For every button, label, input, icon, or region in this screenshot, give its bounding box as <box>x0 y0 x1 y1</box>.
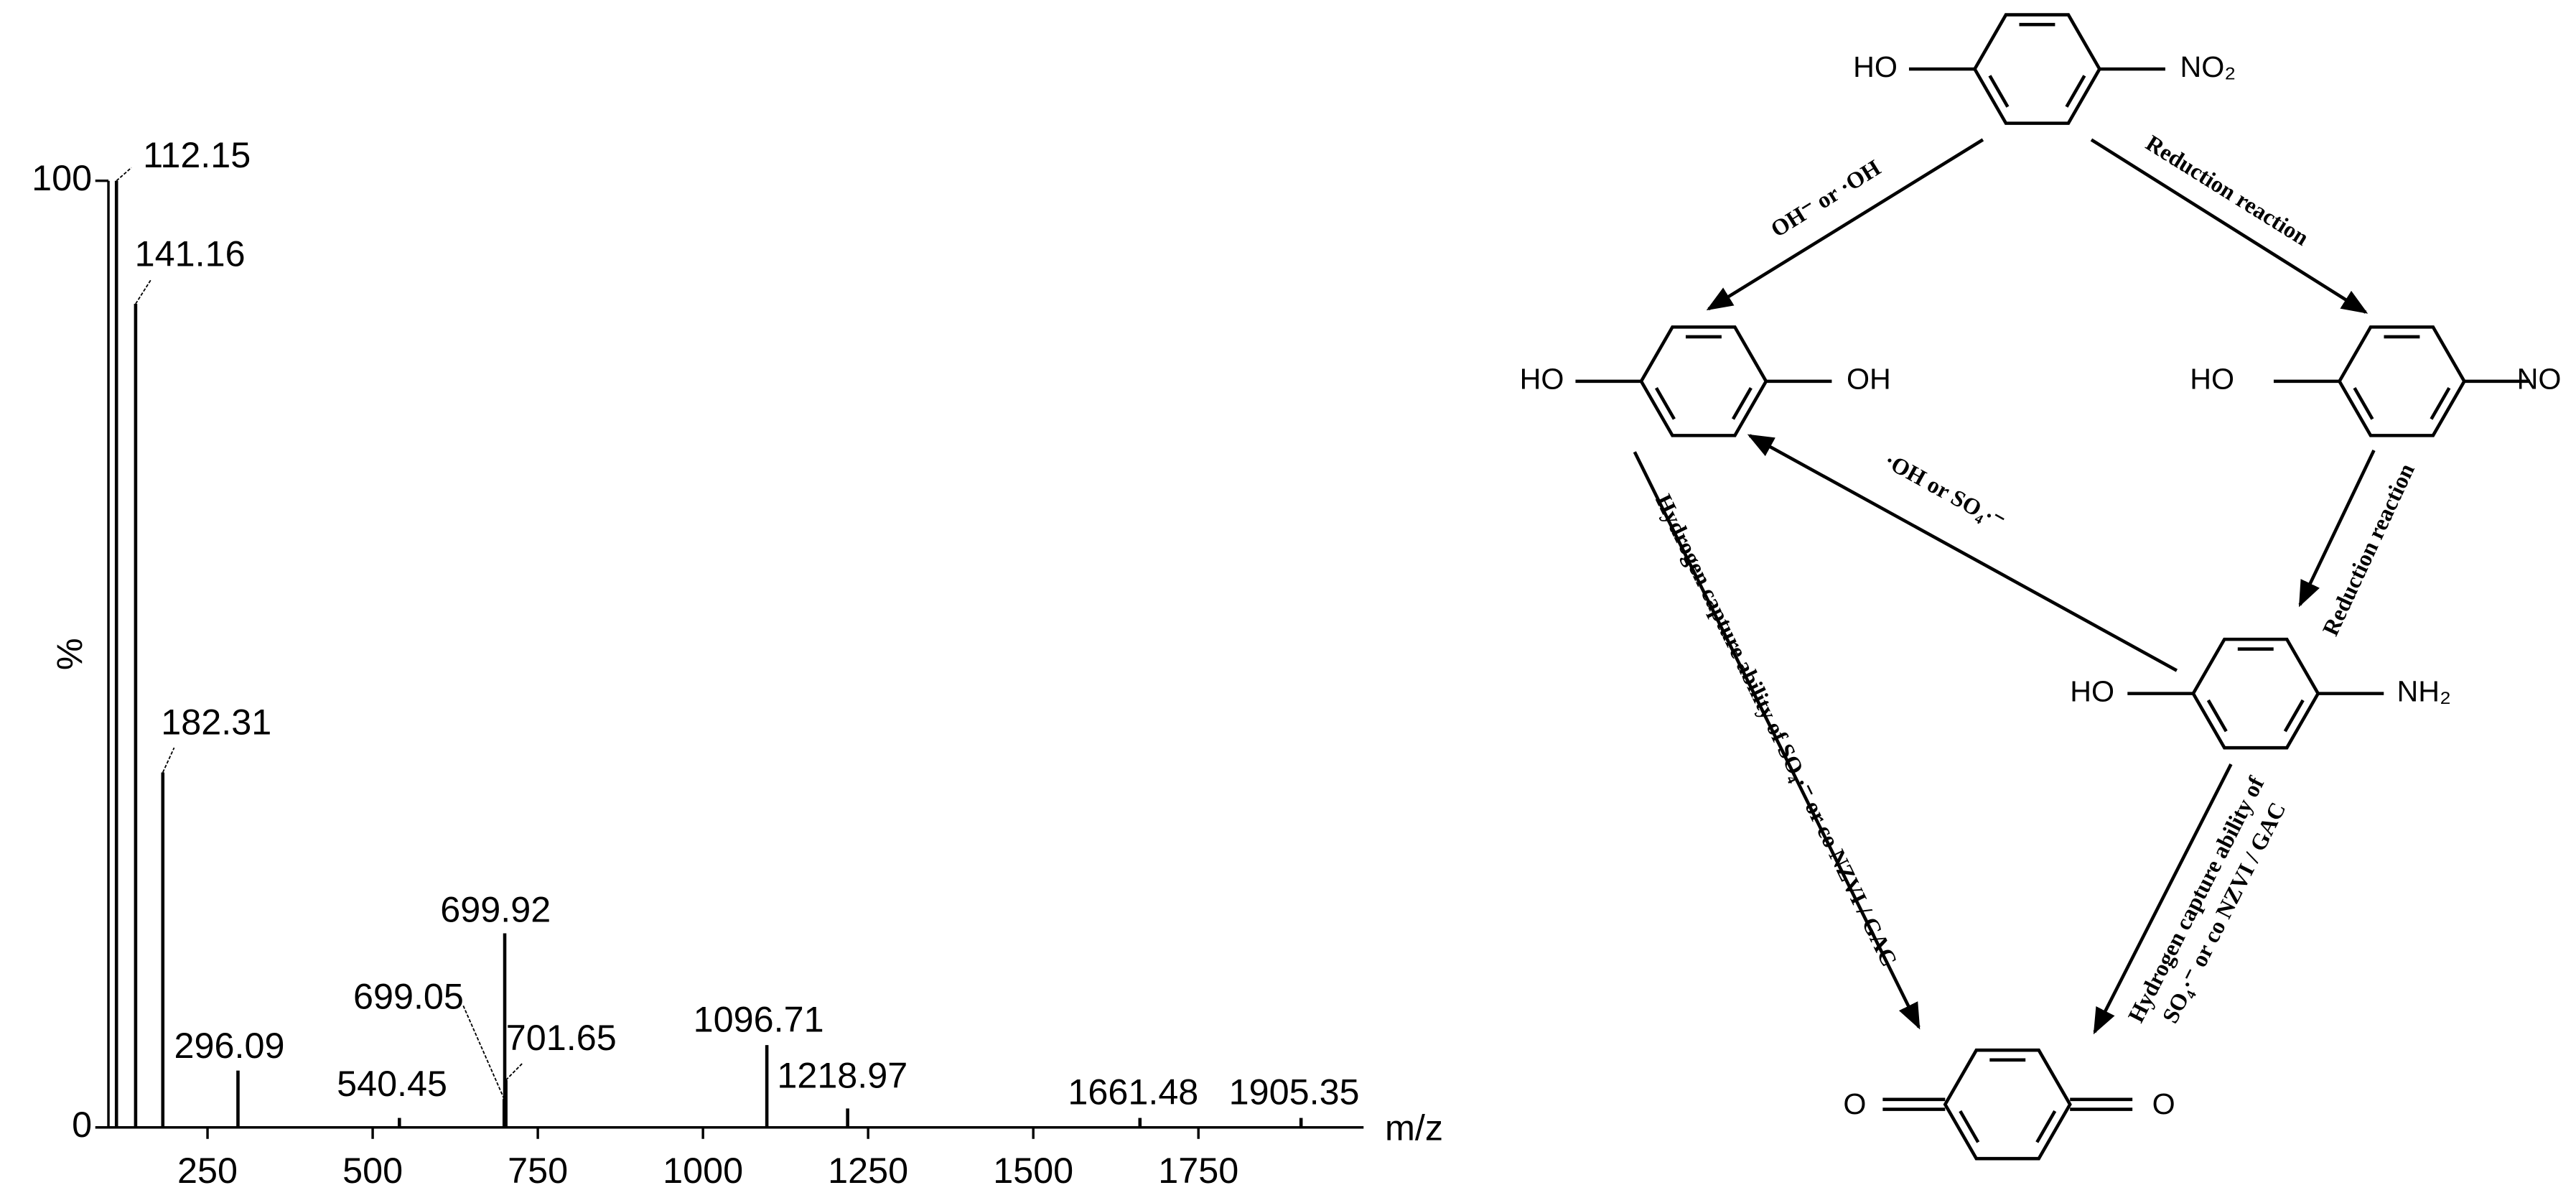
double-bond <box>2353 387 2374 420</box>
arrow <box>2090 138 2369 314</box>
peak-label: 699.92 <box>440 888 551 929</box>
peak-label: 540.45 <box>337 1063 447 1104</box>
arrow <box>2093 763 2233 1035</box>
benzene-ring <box>1943 1048 2072 1161</box>
peak-label: 182.31 <box>161 701 271 742</box>
arrow <box>2298 449 2376 608</box>
group-label: NH₂ <box>2397 675 2451 708</box>
group-label: O <box>1843 1087 1866 1120</box>
arrow <box>1706 138 1984 311</box>
double-bond <box>2065 75 2086 108</box>
group-label: HO <box>2070 675 2114 708</box>
double-bond <box>2430 387 2451 420</box>
double-bond <box>1654 387 1676 420</box>
group-label: O <box>2152 1087 2175 1120</box>
group-label: HO <box>2190 363 2234 396</box>
y-tick-label: 100 <box>32 157 92 198</box>
leader-line <box>162 747 175 773</box>
group-label: NO <box>2517 363 2562 396</box>
double-bond <box>1731 387 1753 420</box>
x-axis-label: m/z <box>1385 1107 1443 1148</box>
benzene-ring <box>1972 13 2102 125</box>
peak-label: 141.16 <box>135 233 246 274</box>
group-label: OH <box>1847 363 1891 396</box>
y-tick-label: 0 <box>72 1104 92 1145</box>
leader-line <box>462 1005 505 1100</box>
benzene-ring <box>2191 637 2320 750</box>
peak-label: 699.05 <box>353 976 464 1017</box>
double-bond <box>1959 1110 1980 1143</box>
peak-label: 1096.71 <box>694 999 824 1040</box>
x-tick-label: 500 <box>342 1150 403 1191</box>
peak-label: 1905.35 <box>1229 1071 1360 1112</box>
peak-label: 112.15 <box>143 134 251 175</box>
x-tick-label: 1750 <box>1158 1150 1238 1191</box>
leader-line <box>505 1062 523 1081</box>
x-tick-label: 1500 <box>993 1150 1073 1191</box>
double-bond <box>2206 699 2228 733</box>
pathway-diagram <box>1575 13 2530 1161</box>
peak-label: 1661.48 <box>1068 1071 1198 1112</box>
x-tick-label: 250 <box>177 1150 238 1191</box>
peak-label: 701.65 <box>506 1017 617 1058</box>
benzene-ring <box>1639 325 1768 437</box>
edge-label: Reduction reaction <box>2317 459 2419 639</box>
edge-label: Reduction reaction <box>2142 129 2314 250</box>
benzene-ring <box>2337 325 2467 437</box>
edge-label: Hydrogen capture ability of SO₄·⁻ or co … <box>1651 490 1903 970</box>
leader-line <box>135 279 152 305</box>
double-bond <box>1988 75 2010 108</box>
arrow <box>1747 434 2178 672</box>
double-bond <box>2035 1110 2057 1143</box>
x-tick-label: 1000 <box>663 1150 743 1191</box>
peak-label: 296.09 <box>174 1025 285 1066</box>
group-label: HO <box>1853 50 1898 83</box>
leader-line <box>116 167 132 182</box>
y-axis-label: % <box>49 638 90 670</box>
edge-label: ·OH or SO₄·⁻ <box>1880 447 2010 534</box>
double-bond <box>2283 699 2305 733</box>
arrow <box>1633 451 1921 1030</box>
edge-label: OH⁻ or ·OH <box>1766 154 1885 242</box>
x-tick-label: 750 <box>508 1150 568 1191</box>
peak-label: 1218.97 <box>777 1054 907 1095</box>
x-tick-label: 1250 <box>828 1150 908 1191</box>
group-label: NO₂ <box>2180 50 2236 83</box>
group-label: HO <box>1520 363 1564 396</box>
